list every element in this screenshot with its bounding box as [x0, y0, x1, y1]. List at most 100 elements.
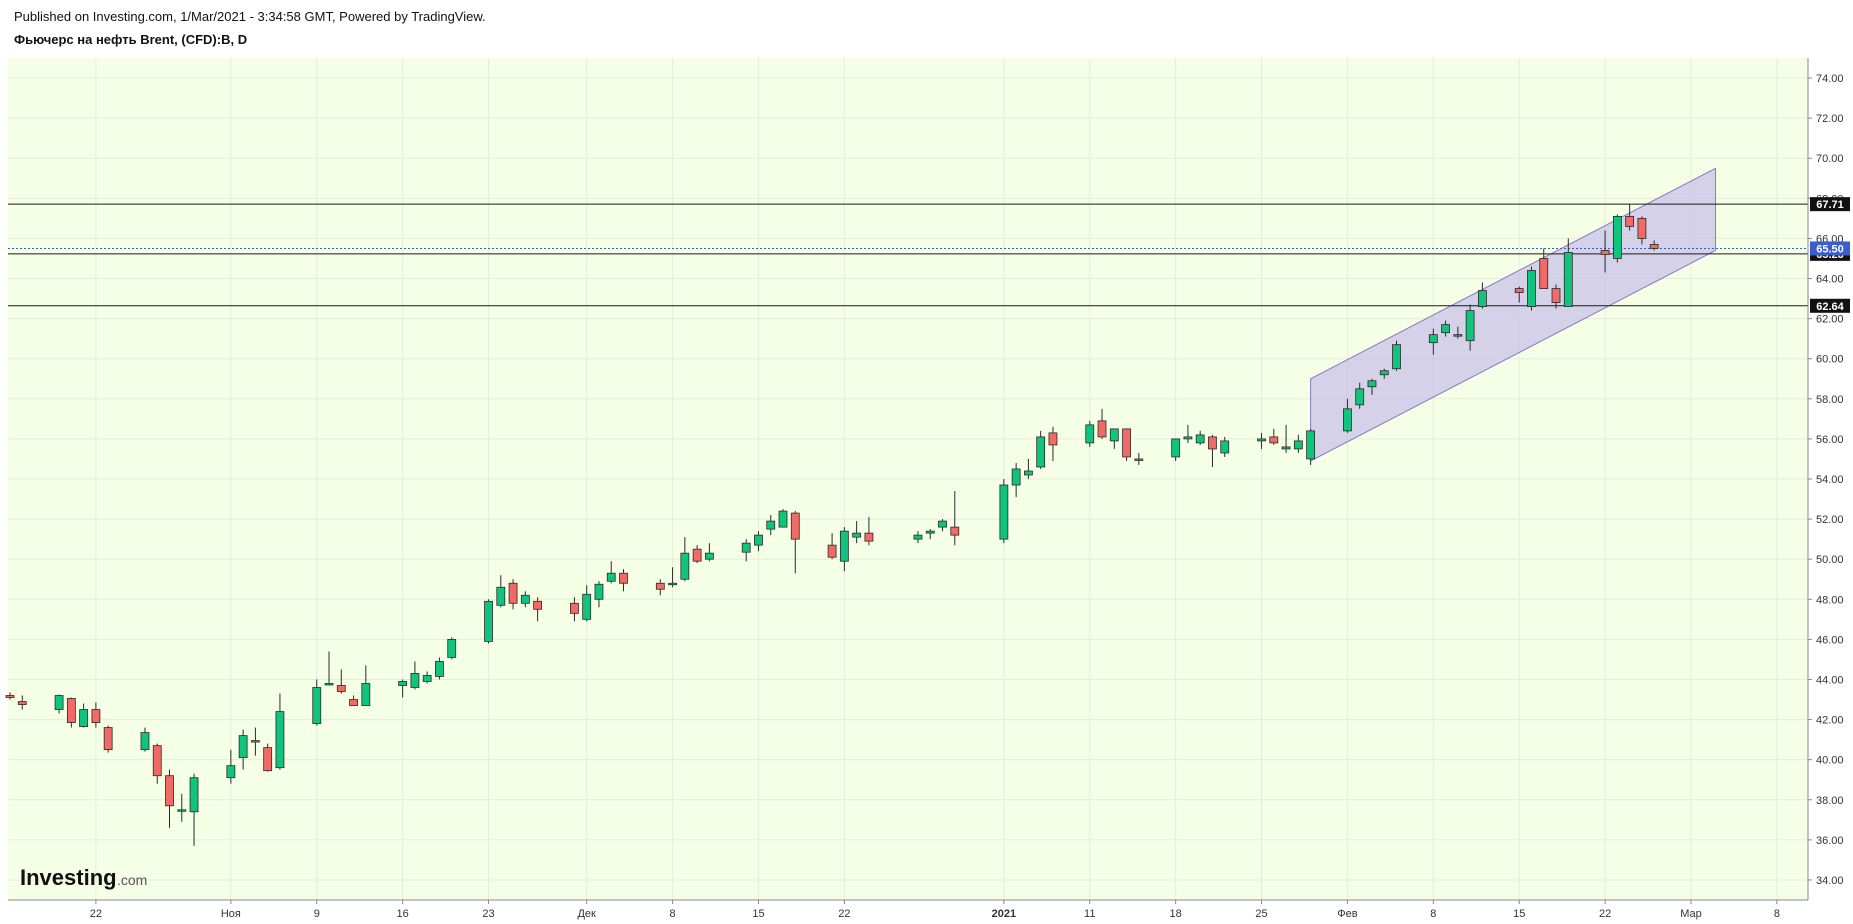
candle-body [103, 727, 113, 751]
price-tick-label: 54.00 [1816, 474, 1844, 486]
candle-body [54, 695, 64, 710]
candle-body [938, 520, 947, 528]
candle-body [140, 732, 150, 751]
candle-body [1208, 436, 1217, 450]
candle [79, 703, 89, 728]
last-price-tag-box [1810, 241, 1850, 256]
time-tick-label: 8 [1430, 908, 1436, 920]
candle [1208, 434, 1217, 467]
time-tick-label: Мар [1680, 908, 1702, 920]
candle [1551, 284, 1561, 309]
time-tick-label: 25 [1255, 908, 1267, 920]
candle-body [275, 711, 285, 769]
time-tick-label: 18 [1170, 908, 1182, 920]
candle-body [1036, 436, 1046, 468]
candle-body [508, 582, 518, 604]
time-tick-label: 8 [1774, 908, 1780, 920]
candle-body [1183, 436, 1193, 440]
candle-body [692, 548, 702, 562]
candle [1257, 432, 1266, 449]
candle-body [1048, 432, 1058, 446]
time-tick-label: Дек [577, 908, 596, 920]
time-tick-label: 8 [670, 908, 676, 920]
candle-body [79, 709, 89, 727]
candle-body [1122, 428, 1131, 458]
candle [1527, 266, 1536, 311]
candle-body [1453, 334, 1463, 337]
candle-body [1649, 244, 1659, 249]
candle-body [263, 747, 273, 772]
candle [1011, 462, 1021, 498]
candle-body [1269, 436, 1279, 444]
candle [1379, 368, 1389, 379]
price-tick-label: 34.00 [1816, 875, 1844, 887]
time-axis[interactable]: 22 Ноя 9 16 23 Дек 8 15 22 2021 11 18 25 Фев 8 15 22 Мар 8… [8, 899, 1853, 920]
candle [668, 567, 677, 588]
candle [790, 511, 800, 574]
price-tick-label: 42.00 [1816, 715, 1844, 727]
candle [766, 515, 776, 536]
price-tick-label: 50.00 [1816, 554, 1844, 566]
candle-body [655, 582, 665, 590]
candle-body [999, 484, 1009, 540]
logo-suffix: .com [117, 872, 147, 888]
candles[interactable] [5, 204, 1659, 846]
candle [484, 599, 493, 644]
channel-lower-line [1310, 250, 1716, 462]
horizontal-levels[interactable] [8, 203, 1808, 307]
logo-wordmark: Investing [20, 865, 117, 890]
candle-body [852, 532, 862, 538]
price-tick-label: 60.00 [1816, 354, 1844, 366]
candle [619, 569, 628, 592]
candle [1465, 304, 1475, 351]
candle-body [533, 600, 543, 610]
price-tick-label: 64.00 [1816, 274, 1844, 286]
candle-body [226, 765, 236, 779]
time-tick-label: Ноя [221, 908, 241, 920]
chart-title: Фьючерс на нефть Brent, (CFD):B, D [14, 32, 248, 47]
level-price-tag-box [1810, 197, 1850, 212]
candle [692, 545, 702, 564]
candle-body [410, 673, 420, 688]
candle-body [1379, 370, 1389, 376]
candle [1281, 424, 1291, 453]
candle [91, 702, 101, 728]
candle-body [754, 534, 763, 546]
candle [177, 793, 187, 822]
price-tick-label: 44.00 [1816, 674, 1844, 686]
candle-body [1539, 258, 1549, 289]
candle-body [1551, 288, 1561, 303]
level-price-tag: 62.64 [1816, 301, 1844, 313]
price-tick-label: 46.00 [1816, 634, 1844, 646]
candle-body [1085, 424, 1095, 444]
candle-body [1011, 468, 1021, 486]
candle-body [66, 698, 76, 723]
candle [5, 692, 15, 700]
candle [54, 694, 64, 714]
investing-logo: Investing .com [20, 865, 147, 890]
candle-body [1281, 446, 1291, 450]
candle-body [1478, 290, 1487, 307]
candle-body [361, 683, 371, 706]
candle [582, 585, 592, 622]
candle-body [1392, 344, 1401, 370]
candle-body [165, 775, 174, 807]
time-tick-label: 22 [90, 908, 102, 920]
candle [827, 533, 837, 560]
price-tick-label: 52.00 [1816, 514, 1844, 526]
candle [1220, 436, 1230, 457]
candle [606, 561, 616, 584]
candle [704, 543, 714, 562]
price-axis[interactable]: 34.00 36.00 38.00 40.00 42.00 44.00 46.00 48.00… [1807, 58, 1844, 900]
candle [1428, 328, 1438, 355]
candle [1171, 438, 1181, 461]
candle-body [312, 687, 322, 724]
candle [1122, 428, 1131, 461]
candle-body [790, 512, 800, 540]
candle [1563, 238, 1573, 307]
price-tick-label: 62.00 [1816, 314, 1844, 326]
candle [1514, 286, 1524, 303]
candle [1134, 452, 1144, 465]
